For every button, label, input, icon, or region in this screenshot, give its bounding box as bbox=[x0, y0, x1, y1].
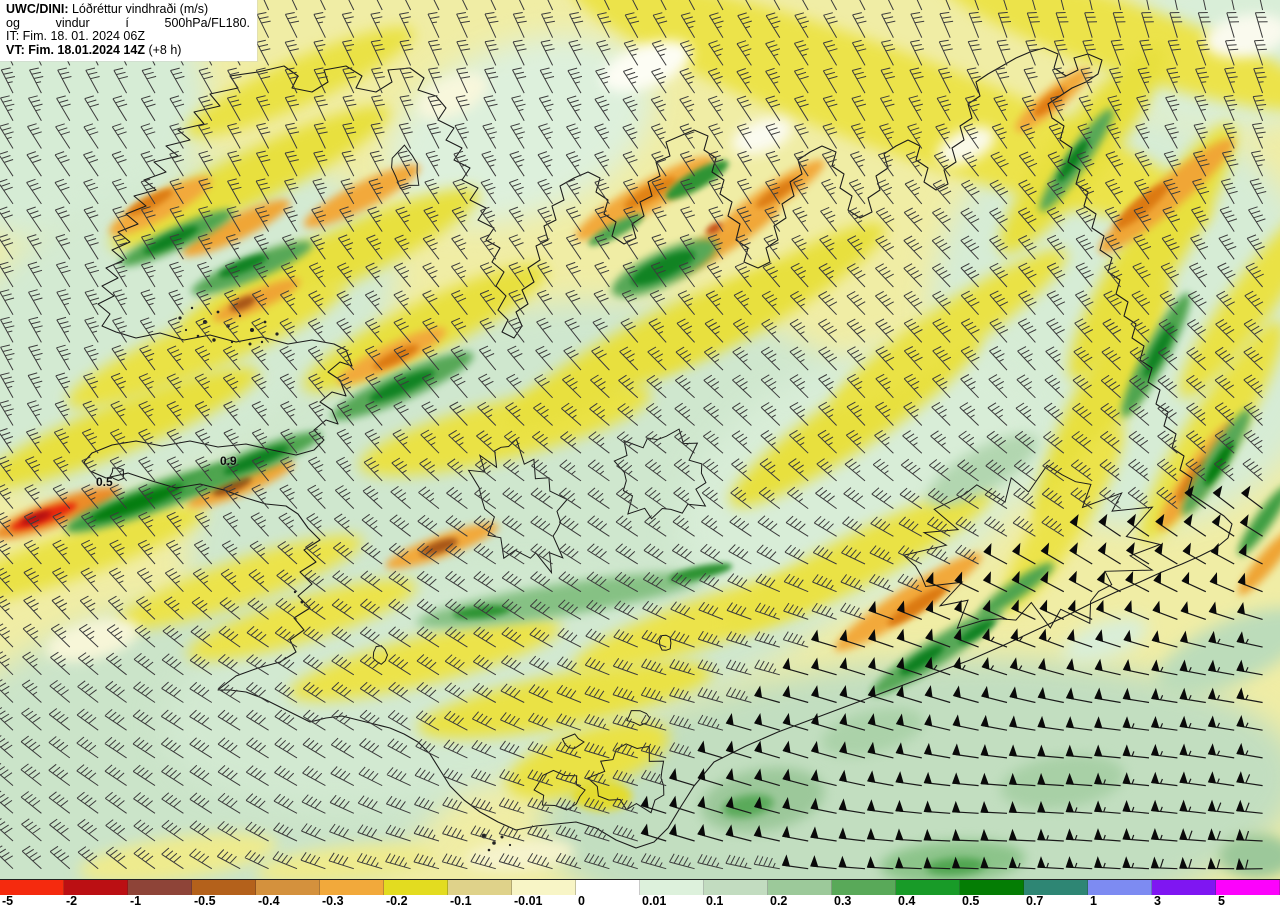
colorbar-tick-label: 0.5 bbox=[962, 894, 980, 908]
island-speck bbox=[212, 338, 216, 342]
island-speck bbox=[216, 310, 220, 314]
island-speck bbox=[293, 590, 297, 594]
level-word: 500hPa/FL180. bbox=[164, 15, 251, 30]
colorbar-tick-label: -0.2 bbox=[386, 894, 408, 908]
colorbar-tick-label: 0 bbox=[578, 894, 585, 908]
island-speck bbox=[487, 848, 491, 852]
colorbar-segment bbox=[448, 880, 512, 895]
colorbar-segment bbox=[1152, 880, 1216, 895]
colorbar-segment bbox=[256, 880, 320, 895]
colorbar-segment bbox=[640, 880, 704, 895]
colorbar-segment bbox=[192, 880, 256, 895]
colorbar-tick-label: 0.3 bbox=[834, 894, 852, 908]
island-speck bbox=[300, 600, 304, 604]
colorbar-tick-label: 0.01 bbox=[642, 894, 667, 908]
colorbar-segment bbox=[64, 880, 128, 895]
product-id: UWC/DINI: bbox=[6, 2, 69, 16]
colorbar-tick-label: 0.4 bbox=[898, 894, 916, 908]
glacier-outline bbox=[561, 733, 585, 750]
island-speck bbox=[260, 340, 264, 344]
wind-barbs-strong bbox=[641, 492, 1263, 870]
map-canvas: 0.5 0.9 UWC/DINI: Lóðréttur vindhraði (m/… bbox=[0, 0, 1280, 879]
colorbar-tick-label: 0.2 bbox=[770, 894, 788, 908]
colorbar-tick-label: -0.1 bbox=[450, 894, 472, 908]
island-speck bbox=[196, 334, 200, 338]
colorbar-segment bbox=[832, 880, 896, 895]
variable-label: Lóðréttur vindhraði (m/s) bbox=[68, 2, 209, 16]
lake-outline bbox=[658, 634, 672, 651]
colorbar-tick-label: -0.01 bbox=[514, 894, 543, 908]
island-speck bbox=[190, 306, 194, 310]
glacier-outline bbox=[467, 438, 568, 575]
colorbar-labels: -5 -2 -1 -0.5 -0.4 -0.3 -0.2 -0.1 -0.01 0 0.01 0.1 0… bbox=[0, 894, 1280, 908]
title-box: UWC/DINI: Lóðréttur vindhraði (m/s) og vi… bbox=[0, 0, 257, 61]
map-overlay bbox=[0, 0, 1268, 870]
glacier-outline bbox=[391, 144, 420, 190]
level-word: og bbox=[6, 15, 20, 30]
colorbar-tick-label: -2 bbox=[66, 894, 78, 908]
colorbar-segment bbox=[128, 880, 192, 895]
colorbar-segment bbox=[0, 880, 64, 895]
colorbar-tick-label: -0.4 bbox=[258, 894, 280, 908]
glacier-outline bbox=[613, 428, 707, 520]
colorbar-segment bbox=[1088, 880, 1152, 895]
island-speck bbox=[492, 841, 496, 845]
colorbar-tick-label: 1 bbox=[1090, 894, 1097, 908]
colorbar-tick-label: 3 bbox=[1154, 894, 1161, 908]
colorbar-segment bbox=[320, 880, 384, 895]
init-time: IT: Fim. 18. 01. 2024 06Z bbox=[6, 29, 145, 43]
title-line-4: VT: Fim. 18.01.2024 14Z (+8 h) bbox=[6, 42, 250, 58]
lake-outline bbox=[372, 645, 389, 665]
glacier-outline bbox=[533, 769, 586, 811]
island-speck bbox=[508, 843, 512, 847]
glacier-outline bbox=[109, 467, 125, 482]
field-blob bbox=[1218, 834, 1280, 878]
colorbar-segment bbox=[1024, 880, 1088, 895]
vertical-velocity-field bbox=[0, 0, 1280, 879]
island-speck bbox=[263, 320, 267, 324]
colorbar-tick-label: -1 bbox=[130, 894, 142, 908]
island-speck bbox=[500, 835, 504, 839]
colorbar-segment bbox=[384, 880, 448, 895]
island-speck bbox=[250, 328, 254, 332]
colorbar-segment bbox=[768, 880, 832, 895]
glacier-outline bbox=[902, 464, 1162, 629]
level-word: í bbox=[125, 15, 129, 30]
island-speck bbox=[238, 314, 242, 318]
valid-time: VT: Fim. 18.01.2024 14Z bbox=[6, 42, 145, 57]
colorbar-tick-label: 0.1 bbox=[706, 894, 724, 908]
level-label: og vindur í 500hPa/FL180. bbox=[6, 15, 251, 31]
colorbar-tick-label: -5 bbox=[2, 894, 14, 908]
colorbar-tick-label: 5 bbox=[1218, 894, 1225, 908]
iceland-coastline bbox=[83, 47, 1233, 849]
colorbar-tick-label: -0.3 bbox=[322, 894, 344, 908]
island-speck bbox=[230, 340, 234, 344]
title-line-1: UWC/DINI: Lóðréttur vindhraði (m/s) bbox=[6, 2, 250, 17]
colorbar bbox=[0, 879, 1280, 895]
island-speck bbox=[248, 342, 252, 346]
field-blob bbox=[572, 781, 632, 811]
island-speck bbox=[184, 328, 188, 332]
colorbar-segment bbox=[896, 880, 960, 895]
wind-barbs bbox=[0, 0, 1268, 870]
level-word: vindur bbox=[55, 15, 90, 30]
colorbar-segment bbox=[704, 880, 768, 895]
colorbar-segment bbox=[576, 880, 640, 895]
island-speck bbox=[178, 316, 182, 320]
wind-barbs-layer bbox=[0, 0, 1268, 870]
lead-time: (+8 h) bbox=[144, 42, 182, 57]
wind-barb-pennants bbox=[640, 485, 1251, 870]
colorbar-segment bbox=[1216, 880, 1280, 895]
colorbar-segment bbox=[960, 880, 1024, 895]
island-speck bbox=[275, 332, 279, 336]
colorbar-tick-label: -0.5 bbox=[194, 894, 216, 908]
colorbar-tick-label: 0.7 bbox=[1026, 894, 1044, 908]
colorbar-segment bbox=[512, 880, 576, 895]
lake-outlines bbox=[372, 634, 672, 665]
